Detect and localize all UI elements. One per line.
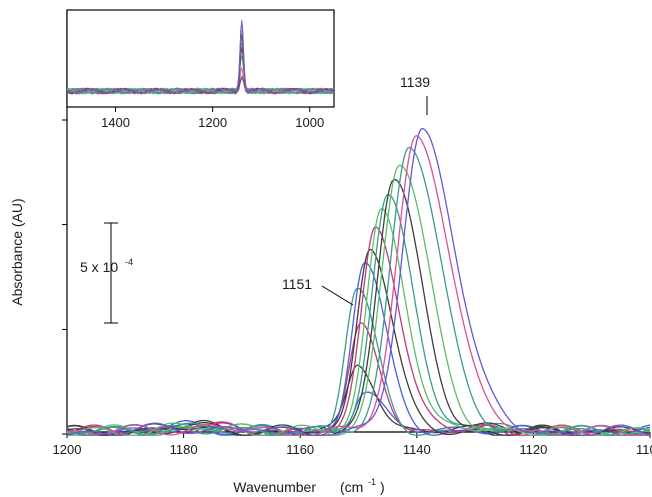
scale-bar: 5 x 10 -4 (80, 222, 133, 324)
x-tick-label: 1140 (403, 442, 431, 457)
main-series-group (66, 127, 651, 436)
y-axis-label: Absorbance (AU) (9, 198, 25, 305)
x-axis-label: Wavenumber (233, 479, 316, 495)
x-axis-unit: (cm -1 ) (340, 477, 385, 495)
annotation-1139-label: 1139 (400, 74, 430, 90)
x-tick-label: 1200 (53, 442, 82, 457)
annotation-1139: 1139 (400, 74, 430, 115)
inset-series-14 (67, 20, 335, 95)
x-axis-unit-close: ) (380, 479, 385, 495)
x-tick-label: 1120 (519, 442, 547, 457)
spectrum-series-13 (66, 135, 650, 436)
scale-bar-label: 5 x 10 (80, 259, 118, 275)
inset-series-11 (66, 26, 335, 95)
x-tick-label: 1160 (286, 442, 314, 457)
inset-x-tick-label: 1000 (295, 115, 324, 130)
main-x-ticks: 1200 1180 1160 1140 1120 1100 (53, 432, 652, 457)
inset-plot: 1400 1200 1000 (66, 9, 335, 130)
x-axis-unit-base: (cm (340, 479, 363, 495)
main-y-ticks (62, 119, 67, 435)
annotation-1151: 1151 (282, 276, 354, 306)
inset-series-group (66, 20, 335, 95)
inset-series-12 (66, 20, 335, 95)
inset-x-tick-label: 1400 (101, 115, 130, 130)
spectrum-series-14 (66, 127, 650, 436)
main-plot: 1200 1180 1160 1140 1120 1100 (53, 10, 652, 457)
x-tick-label: 1100 (636, 442, 652, 457)
inset-x-tick-label: 1200 (198, 115, 227, 130)
annotation-1151-leader (321, 285, 354, 306)
x-axis-unit-sup: -1 (368, 477, 376, 487)
spectrum-series-9 (66, 194, 651, 436)
x-tick-label: 1180 (170, 442, 198, 457)
inset-x-ticks: 1400 1200 1000 (101, 107, 324, 130)
annotation-1151-label: 1151 (282, 276, 312, 292)
scale-bar-exponent: -4 (125, 257, 133, 267)
spectrum-series-7 (66, 225, 651, 436)
inset-series-13 (66, 20, 335, 95)
